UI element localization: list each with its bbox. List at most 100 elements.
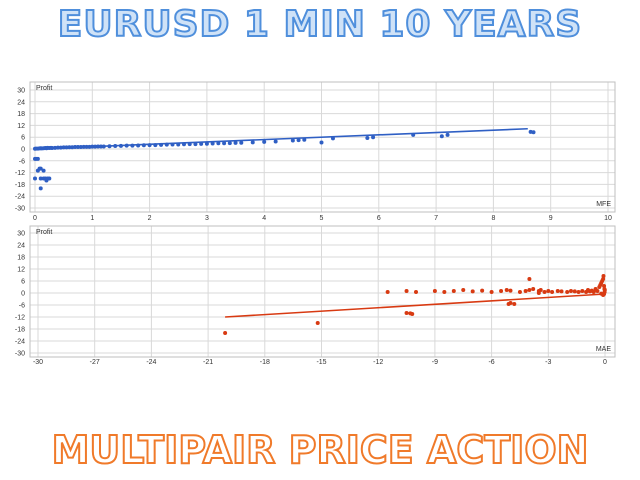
- mfe-x-tick-label: 8: [491, 215, 495, 222]
- mae-data-point: [572, 289, 577, 294]
- mfe-data-point: [273, 139, 278, 144]
- mae-data-point: [559, 289, 564, 294]
- mae-data-point: [542, 290, 547, 294]
- mfe-data-point: [290, 138, 295, 143]
- mfe-data-point: [176, 142, 181, 147]
- mfe-data-point: [187, 142, 192, 147]
- mae-y-tick-label: -12: [15, 315, 25, 322]
- mfe-data-point: [531, 130, 536, 135]
- mae-data-point: [602, 288, 607, 292]
- mae-y-tick-label: 18: [17, 255, 25, 262]
- mfe-data-point: [64, 145, 69, 150]
- mae-y-tick-label: 0: [21, 291, 25, 298]
- mfe-data-point: [193, 142, 198, 147]
- mfe-y-tick-label: -30: [15, 206, 25, 213]
- mae-y-tick-label: -6: [19, 303, 25, 310]
- mae-data-point: [536, 291, 541, 295]
- mfe-y-tick-label: 24: [17, 99, 25, 106]
- mae-x-tick-label: 0: [603, 359, 607, 366]
- mfe-data-point: [70, 145, 75, 150]
- mfe-data-point: [38, 166, 43, 171]
- mfe-y-tick-label: 6: [21, 135, 25, 142]
- mfe-data-point: [53, 145, 58, 150]
- mfe-x-tick-label: 3: [205, 215, 209, 222]
- mae-data-point: [602, 284, 607, 288]
- mfe-data-point: [130, 143, 135, 148]
- mfe-data-point: [33, 176, 37, 181]
- mfe-data-point: [35, 168, 40, 173]
- mfe-data-point: [216, 141, 221, 146]
- mae-data-point: [504, 288, 509, 292]
- mfe-x-tick-label: 0: [33, 215, 37, 222]
- mae-y-tick-label: 6: [21, 279, 25, 286]
- mae-data-point: [576, 290, 581, 294]
- mfe-y-tick-label: -18: [15, 182, 25, 189]
- mfe-data-point: [35, 156, 40, 161]
- mfe-data-point: [239, 140, 244, 145]
- mfe-data-point: [41, 168, 46, 173]
- mae-y-tick-label: -18: [15, 327, 25, 334]
- mae-data-point: [523, 289, 528, 293]
- mfe-x-tick-label: 7: [434, 215, 438, 222]
- mae-data-point: [546, 289, 551, 293]
- mfe-data-point: [81, 144, 86, 149]
- mfe-x-tick-label: 10: [604, 215, 612, 222]
- mae-data-point: [442, 290, 447, 294]
- mfe-data-point: [233, 140, 238, 145]
- mfe-data-point: [47, 176, 52, 181]
- mfe-data-point: [38, 186, 43, 191]
- mae-data-point: [591, 290, 596, 294]
- mfe-data-point: [58, 145, 63, 150]
- mae-y-tick-label: -24: [15, 339, 25, 346]
- mfe-data-point: [371, 135, 376, 140]
- mae-x-tick-label: -27: [90, 359, 100, 366]
- mae-data-point: [527, 288, 532, 292]
- mae-data-point: [404, 289, 409, 293]
- mfe-x-tick-label: 6: [377, 215, 381, 222]
- mfe-y-tick-label: 18: [17, 111, 25, 118]
- mfe-y-tick-label: -6: [19, 158, 25, 165]
- mae-data-point: [223, 331, 228, 335]
- mae-data-point: [508, 288, 513, 293]
- mfe-data-point: [84, 144, 89, 149]
- mae-data-point: [565, 290, 570, 294]
- mfe-data-point: [141, 143, 146, 148]
- mfe-data-point: [227, 141, 232, 146]
- mae-x-tick-label: -12: [373, 359, 383, 366]
- mfe-data-point: [330, 136, 335, 141]
- mfe-data-point: [147, 143, 152, 148]
- mfe-data-point: [87, 144, 92, 149]
- mfe-data-point: [118, 143, 123, 148]
- mfe-data-point: [153, 143, 158, 148]
- mfe-y-tick-label: -24: [15, 194, 25, 201]
- mfe-data-point: [113, 144, 118, 149]
- mfe-y-tick-label: -12: [15, 170, 25, 177]
- mfe-x-tick-label: 2: [148, 215, 152, 222]
- mfe-data-point: [93, 144, 98, 149]
- main-title: EURUSD 1 MIN 10 YEARS: [57, 3, 583, 46]
- mae-y-tick-label: -30: [15, 351, 25, 358]
- mae-data-point: [512, 302, 517, 306]
- mfe-data-point: [296, 138, 301, 143]
- mae-data-point: [595, 289, 600, 293]
- mfe-data-point: [90, 144, 95, 149]
- mae-y-tick-label: 12: [17, 267, 25, 274]
- mfe-data-point: [136, 143, 141, 148]
- mfe-data-point: [38, 176, 43, 181]
- mae-data-point: [506, 302, 511, 306]
- mae-data-point: [538, 288, 543, 292]
- mfe-data-point: [439, 134, 444, 139]
- mfe-x-tick-label: 1: [90, 215, 94, 222]
- mae-x-tick-label: -21: [203, 359, 213, 366]
- mfe-data-point: [73, 145, 78, 150]
- mae-y-tick-label: 30: [17, 231, 25, 238]
- mfe-data-point: [222, 141, 227, 146]
- mfe-data-point: [199, 141, 204, 146]
- mfe-data-point: [210, 141, 215, 146]
- mae-y-axis-label: Profit: [36, 229, 52, 236]
- mae-x-tick-label: -30: [33, 359, 43, 366]
- mfe-data-point: [250, 140, 255, 145]
- mae-data-point: [414, 290, 418, 294]
